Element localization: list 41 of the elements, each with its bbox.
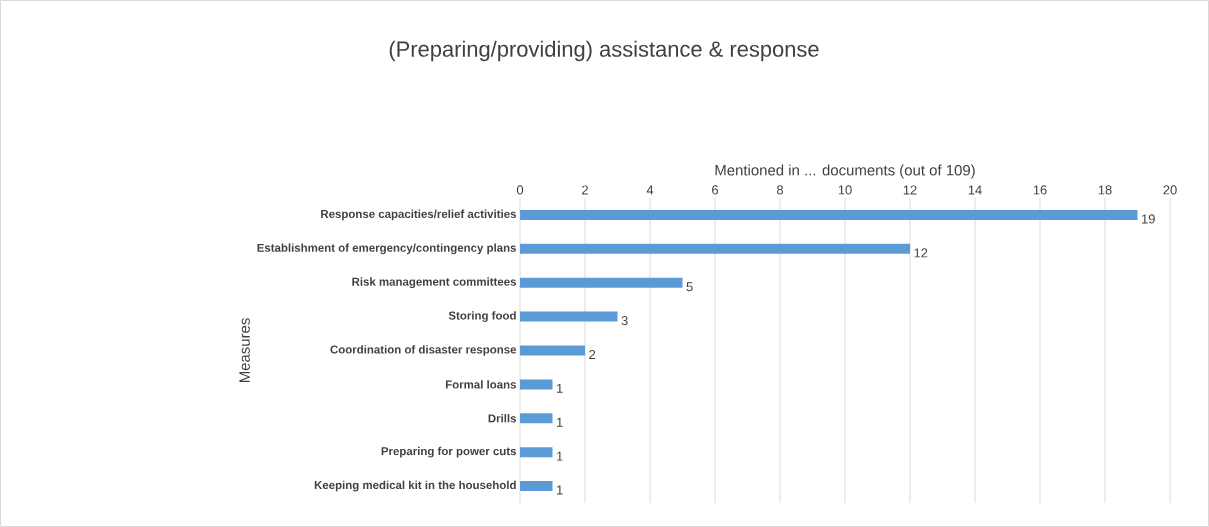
- chart-title: (Preparing/providing) assistance & response: [389, 40, 819, 62]
- y-axis-title: Measures: [239, 318, 250, 383]
- x-tick-label: 2: [582, 185, 588, 195]
- y-tick-label: Risk management committees: [352, 277, 516, 289]
- bar: [520, 481, 553, 492]
- x-tick-label: 12: [903, 185, 917, 195]
- y-tick-label: Drills: [488, 414, 517, 423]
- data-label: 5: [686, 282, 693, 292]
- x-tick-label: 0: [516, 185, 524, 195]
- y-tick-label: Formal loans: [445, 380, 517, 389]
- x-tick-label: 14: [968, 185, 982, 195]
- y-tick-label: Establishment of emergency/contingency plans: [257, 243, 517, 255]
- data-label: 1: [557, 451, 563, 461]
- x-axis-title: Mentioned in ... documents (out of 109): [715, 164, 975, 179]
- data-label: 1: [557, 485, 563, 495]
- data-label: 2: [589, 349, 596, 360]
- bar: [520, 243, 911, 254]
- x-tick-label: 16: [1033, 185, 1047, 195]
- x-tick-label: 8: [776, 185, 784, 195]
- bar: [520, 277, 683, 288]
- x-tick-label: 4: [646, 185, 654, 195]
- data-label: 1: [557, 383, 563, 393]
- y-tick-label: Storing food: [448, 311, 516, 322]
- bar: [520, 311, 618, 322]
- x-tick-label: 20: [1163, 185, 1177, 195]
- y-tick-label: Preparing for power cuts: [381, 446, 517, 458]
- x-tick-label: 6: [712, 185, 719, 195]
- x-tick-label: 10: [838, 185, 852, 195]
- bar: [520, 379, 553, 390]
- bar: [520, 413, 553, 424]
- x-tick-label: 18: [1098, 185, 1112, 195]
- data-label: 19: [1142, 214, 1155, 224]
- y-tick-label: Response capacities/relief activities: [321, 209, 516, 221]
- bar: [520, 345, 586, 356]
- bar: [520, 447, 553, 458]
- data-label: 1: [557, 417, 563, 427]
- y-tick-label: Keeping medical kit in the household: [314, 480, 516, 492]
- data-label: 12: [914, 248, 928, 258]
- bar: [520, 209, 1138, 220]
- data-label: 3: [621, 316, 628, 326]
- y-tick-label: Coordination of disaster response: [330, 345, 517, 356]
